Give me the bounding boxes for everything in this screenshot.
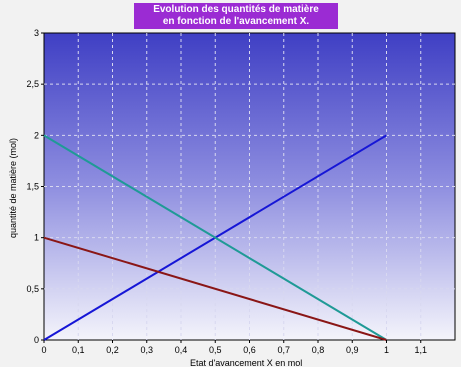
chart-title-line-1: Evolution des quantités de matière — [153, 4, 319, 15]
x-tick-label: 0,3 — [140, 345, 153, 355]
x-tick-label: 1,1 — [414, 345, 427, 355]
y-tick-label: 1 — [34, 233, 39, 243]
x-tick-label: 0,5 — [209, 345, 222, 355]
x-tick-label: 0,7 — [277, 345, 290, 355]
chart-title: Evolution des quantités de matière en fo… — [134, 3, 338, 29]
x-tick-label: 0,2 — [106, 345, 119, 355]
x-tick-label: 0,1 — [72, 345, 85, 355]
y-axis-label: quantité de matière (mol) — [8, 138, 18, 238]
y-tick-label: 2,5 — [26, 79, 39, 89]
x-tick-label: 0,4 — [175, 345, 188, 355]
x-tick-label: 0 — [41, 345, 46, 355]
x-tick-label: 0,9 — [346, 345, 359, 355]
y-tick-label: 0 — [34, 335, 39, 345]
x-tick-label: 0,8 — [312, 345, 325, 355]
y-tick-label: 2 — [34, 130, 39, 140]
x-tick-label: 0,6 — [243, 345, 256, 355]
series-group — [43, 134, 388, 341]
y-tick-label: 1,5 — [26, 182, 39, 192]
y-tick-label: 3 — [34, 28, 39, 38]
series-line-3 — [43, 236, 387, 341]
chart-title-line-2: en fonction de l'avancement X. — [162, 16, 310, 27]
y-tick-label: 0,5 — [26, 284, 39, 294]
x-axis-label: Etat d'avancement X en mol — [190, 358, 302, 367]
series-line-2 — [43, 134, 388, 341]
ticks: 0 0,1 0,2 0,3 0,4 0,5 0,6 0,7 0,8 0,9 1 1,1 0 0,5 1 1,5… — [26, 28, 427, 355]
x-tick-label: 1 — [384, 345, 389, 355]
